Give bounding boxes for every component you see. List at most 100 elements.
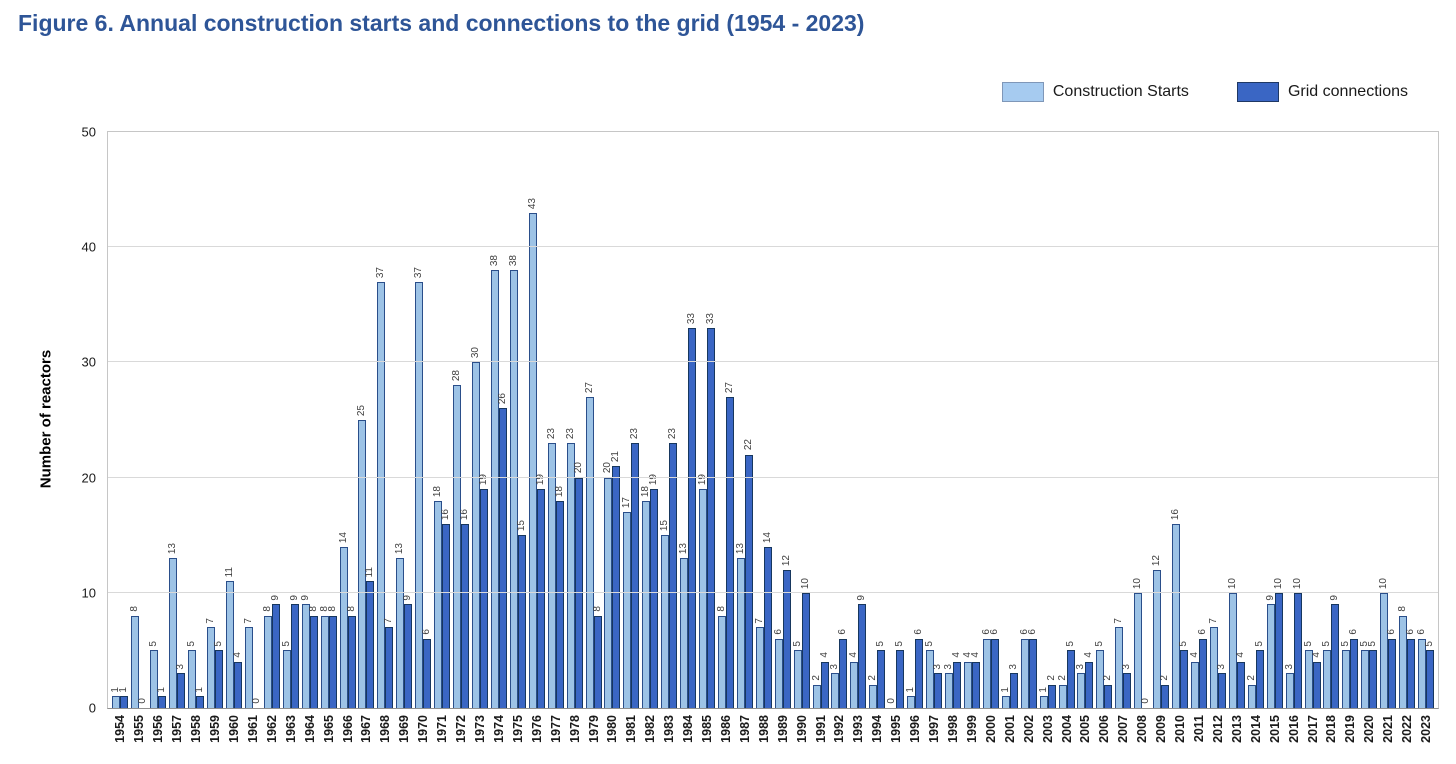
x-tick-label-1971: 1971 xyxy=(434,715,449,743)
bar-anchor: 8 xyxy=(346,132,357,708)
bar-group-2020: 5 5 2020 xyxy=(1359,132,1379,743)
bar-group-1992: 3 6 1992 xyxy=(829,132,849,742)
bar-group-1975: 38 15 1975 xyxy=(508,132,527,743)
bar-anchor: 2 xyxy=(1246,132,1257,708)
bar-anchor: 38 xyxy=(508,132,519,708)
bar-grid-connections-1963 xyxy=(290,604,299,708)
bar-anchor: 10 xyxy=(1378,132,1389,708)
bar-construction-starts-2023 xyxy=(1418,638,1427,708)
bar-group-1980: 20 21 1980 xyxy=(602,132,622,743)
bar-value-label: 5 xyxy=(213,640,225,647)
bar-grid-connections-1958 xyxy=(196,696,205,708)
bar-anchor: 13 xyxy=(678,132,689,708)
bar-anchor: 1 xyxy=(194,132,205,708)
bar-anchor: 10 xyxy=(1273,132,1284,708)
bar-anchor: 5 xyxy=(875,132,886,708)
bar-anchor: 3 xyxy=(829,132,840,708)
bar-grid-connections-2011 xyxy=(1199,638,1207,708)
bar-anchor: 10 xyxy=(1227,132,1238,708)
bar-anchor: 5 xyxy=(148,132,159,708)
bar-value-label: 5 xyxy=(1178,640,1190,647)
bar-construction-starts-2005 xyxy=(1077,673,1086,708)
bar-construction-starts-2003 xyxy=(1039,696,1048,708)
bar-anchor: 6 xyxy=(981,132,992,708)
x-tick-label-1967: 1967 xyxy=(359,715,374,743)
bar-value-label: 26 xyxy=(496,393,508,405)
bar-construction-starts-2001 xyxy=(1001,696,1010,708)
bar-grid-connections-1991 xyxy=(820,661,829,708)
bar-grid-connections-1994 xyxy=(877,650,886,708)
bar-construction-starts-2016 xyxy=(1285,673,1294,708)
bar-construction-starts-2004 xyxy=(1058,684,1067,708)
bar-anchor: 6 xyxy=(1348,132,1359,708)
bar-anchor: 0 xyxy=(251,132,262,708)
bar-construction-starts-1973 xyxy=(471,362,480,708)
bar-anchor: 5 xyxy=(1367,132,1378,708)
bar-grid-connections-2001 xyxy=(1009,673,1018,708)
bar-anchor: 28 xyxy=(451,132,462,708)
bar-anchor: 3 xyxy=(943,132,954,708)
bar-value-label: 9 xyxy=(402,594,414,601)
legend-label-construction-starts: Construction Starts xyxy=(1052,83,1189,100)
bar-construction-starts-1961 xyxy=(244,627,253,708)
bar-anchor: 23 xyxy=(667,132,678,708)
bar-anchor: 4 xyxy=(1083,132,1095,708)
x-tick-label-2012: 2012 xyxy=(1210,715,1225,743)
bar-construction-starts-2007 xyxy=(1115,627,1124,708)
bar-group-1974: 38 26 1974 xyxy=(489,132,508,743)
bar-group-1993: 4 9 1993 xyxy=(848,132,868,743)
bar-group-1983: 15 23 1983 xyxy=(659,132,679,743)
bar-anchor: 11 xyxy=(224,132,235,708)
bar-group-1971: 18 16 1971 xyxy=(432,132,452,743)
bar-anchor: 5 xyxy=(281,132,292,708)
bar-grid-connections-1964 xyxy=(309,615,318,708)
bar-value-label: 4 xyxy=(1083,652,1095,658)
x-tick-label-1957: 1957 xyxy=(169,715,184,743)
x-tick-label-1966: 1966 xyxy=(340,715,355,743)
bar-anchor: 26 xyxy=(496,132,508,708)
y-tick-label: 30 xyxy=(81,354,96,370)
bar-value-label: 22 xyxy=(742,439,754,451)
x-tick-label-1990: 1990 xyxy=(794,715,809,743)
bar-construction-starts-2020 xyxy=(1361,650,1370,708)
bar-construction-starts-1962 xyxy=(263,615,272,708)
x-tick-label-1985: 1985 xyxy=(699,715,714,743)
bar-anchor: 30 xyxy=(470,132,481,708)
bar-anchor: 1 xyxy=(1038,132,1049,708)
bar-grid-connections-2016 xyxy=(1293,592,1302,708)
bar-construction-starts-1982 xyxy=(642,500,651,708)
legend: Construction Starts Grid connections xyxy=(1001,82,1408,102)
bar-value-label: 4 xyxy=(969,652,981,658)
x-tick-label-2001: 2001 xyxy=(1002,715,1017,743)
bar-anchor: 2 xyxy=(1102,132,1113,708)
bar-group-1979: 27 8 1979 xyxy=(584,132,603,743)
bar-value-label: 4 xyxy=(818,652,830,658)
bar-value-label: 16 xyxy=(459,508,471,520)
bar-group-2005: 3 4 2005 xyxy=(1075,132,1095,742)
x-tick-label-1968: 1968 xyxy=(378,715,393,743)
x-tick-label-2021: 2021 xyxy=(1380,715,1395,743)
bar-anchor: 15 xyxy=(659,132,670,708)
bar-construction-starts-1956 xyxy=(150,650,159,708)
bar-grid-connections-2003 xyxy=(1047,684,1056,708)
bar-construction-starts-1957 xyxy=(169,558,178,708)
bar-value-label: 1 xyxy=(118,686,130,693)
bar-grid-connections-1954 xyxy=(120,696,129,708)
bar-anchor: 1 xyxy=(1000,132,1011,708)
bar-construction-starts-1954 xyxy=(112,696,121,708)
bar-construction-starts-1979 xyxy=(585,396,594,708)
bar-anchor: 8 xyxy=(1397,132,1408,708)
bar-construction-starts-2022 xyxy=(1399,615,1408,708)
bar-group-1969: 13 9 1969 xyxy=(394,132,414,743)
bar-construction-starts-1966 xyxy=(339,546,348,708)
bar-value-label: 20 xyxy=(572,462,584,474)
y-tick-label: 10 xyxy=(81,585,96,601)
x-tick-label-1974: 1974 xyxy=(491,715,506,743)
bar-group-1973: 30 19 1973 xyxy=(470,132,490,743)
bar-value-label: 33 xyxy=(705,312,717,324)
bar-anchor: 25 xyxy=(356,132,367,708)
bar-group-1962: 8 9 1962 xyxy=(262,132,281,743)
bar-grid-connections-1997 xyxy=(934,673,943,708)
bar-construction-starts-1975 xyxy=(509,270,518,708)
bar-grid-connections-1968 xyxy=(385,627,394,708)
